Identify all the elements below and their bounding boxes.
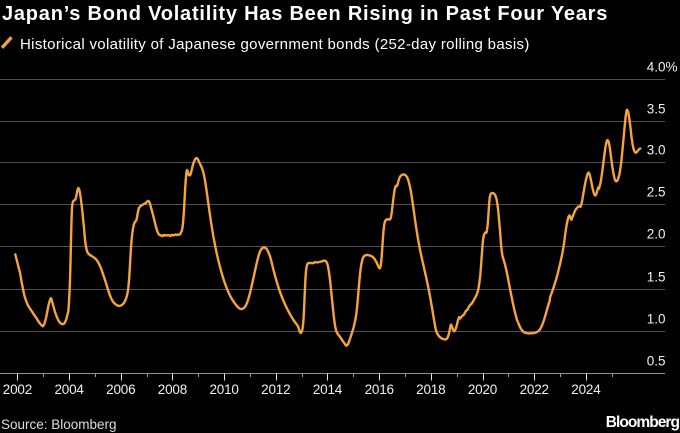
svg-text:1.5: 1.5 xyxy=(647,270,666,285)
svg-text:0.5: 0.5 xyxy=(647,354,666,369)
svg-text:2008: 2008 xyxy=(158,382,187,397)
svg-text:2024: 2024 xyxy=(571,382,601,397)
svg-text:1.0: 1.0 xyxy=(647,312,666,327)
svg-text:2006: 2006 xyxy=(106,382,135,397)
svg-text:2002: 2002 xyxy=(3,382,32,397)
svg-text:2.5: 2.5 xyxy=(647,185,666,200)
svg-text:3.0: 3.0 xyxy=(647,143,666,158)
svg-text:2022: 2022 xyxy=(520,382,549,397)
svg-text:2012: 2012 xyxy=(261,382,290,397)
svg-text:%: % xyxy=(666,60,678,75)
svg-text:2010: 2010 xyxy=(209,382,238,397)
svg-text:2014: 2014 xyxy=(313,382,343,397)
svg-text:2.0: 2.0 xyxy=(647,227,666,242)
svg-text:2018: 2018 xyxy=(416,382,445,397)
svg-text:2004: 2004 xyxy=(54,382,84,397)
svg-text:2020: 2020 xyxy=(468,382,497,397)
svg-text:4.0: 4.0 xyxy=(647,60,666,75)
svg-text:2016: 2016 xyxy=(365,382,394,397)
svg-text:3.5: 3.5 xyxy=(647,102,666,117)
